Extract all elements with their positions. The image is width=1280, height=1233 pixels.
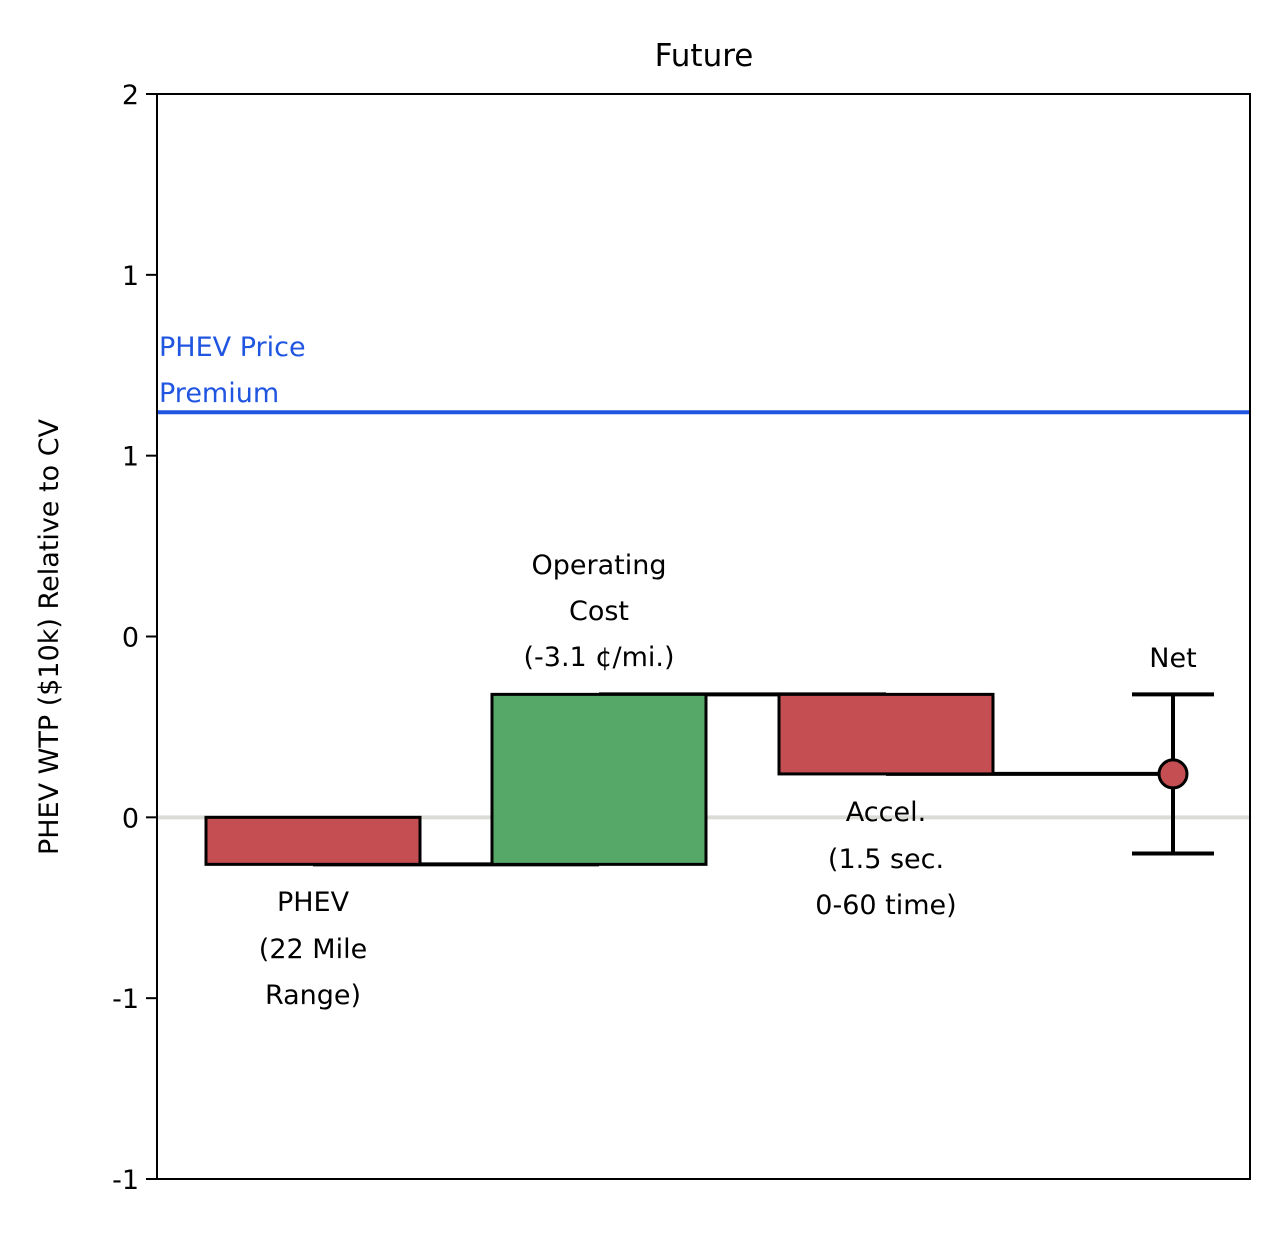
plot-frame [156, 93, 1251, 1180]
phev-annotation: PHEV (22 Mile Range) [259, 887, 367, 1011]
y-tick-label: 1 [122, 442, 139, 473]
accel-label-line1: Accel. [846, 797, 926, 828]
net-label: Net [1149, 643, 1196, 674]
phev-label-line3: Range) [265, 980, 361, 1011]
y-tick-label: 0 [122, 803, 139, 834]
waterfall-bar-2 [490, 692, 708, 866]
operating-cost-annotation: Operating Cost (-3.1 ¢/mi.) [524, 550, 675, 673]
y-tick-label: 0 [122, 623, 139, 654]
y-tick-label: 1 [122, 261, 139, 292]
y-tick-label: -1 [112, 984, 139, 1015]
op-label-line3: (-3.1 ¢/mi.) [524, 642, 675, 673]
premium-label-line1: PHEV Price [159, 332, 306, 363]
phev-label-line2: (22 Mile [259, 934, 367, 965]
op-label-line1: Operating [532, 550, 667, 581]
y-tick-label: -1 [112, 1165, 139, 1196]
premium-annotation: PHEV Price Premium [159, 332, 306, 409]
waterfall-bar-3 [777, 692, 995, 776]
premium-label-line2: Premium [159, 378, 279, 409]
accel-label-line2: (1.5 sec. [828, 844, 944, 875]
y-axis-label: PHEV WTP ($10k) Relative to CV [34, 418, 65, 855]
accel-annotation: Accel. (1.5 sec. 0-60 time) [815, 797, 956, 921]
chart-title: Future [655, 38, 754, 74]
y-tick-label: 2 [122, 80, 139, 111]
phev-label-line1: PHEV [277, 887, 350, 918]
net-point [1157, 758, 1189, 790]
waterfall-bar-1 [204, 815, 422, 866]
op-label-line2: Cost [569, 596, 629, 627]
accel-label-line3: 0-60 time) [815, 890, 956, 921]
